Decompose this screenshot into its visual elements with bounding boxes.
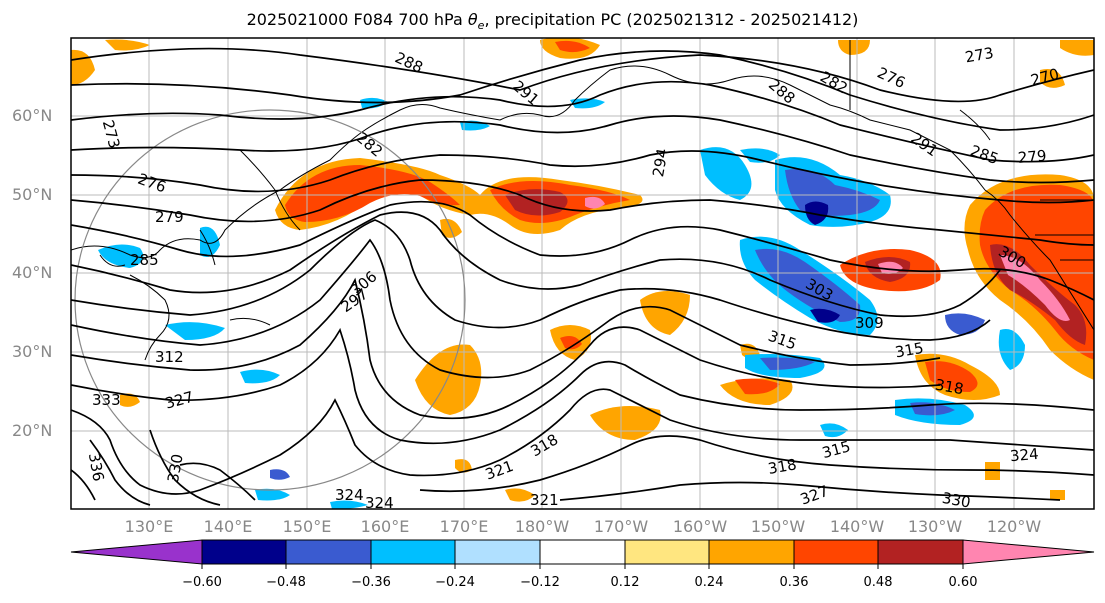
contour-label: 273 (964, 44, 995, 67)
contour-label: 279 (1017, 147, 1047, 167)
colorbar-segment (962, 539, 1095, 565)
lon-label: 160°E (360, 517, 410, 536)
contour-label: 285 (130, 251, 159, 269)
lon-label: 160°W (672, 517, 728, 536)
colorbar-segment (539, 539, 626, 565)
colorbar-segment (201, 539, 287, 565)
colorbar-tick-label: 0.60 (948, 575, 978, 590)
lat-label: 40°N (12, 263, 53, 282)
colorbar-tick-label: 0.12 (610, 575, 640, 590)
lon-label: 140°W (829, 517, 885, 536)
map-area: 288 291 288 282 276 273 270 273 282 294 … (71, 38, 1094, 512)
lat-label: 60°N (12, 106, 53, 125)
contour-label: 318 (934, 376, 965, 399)
colorbar-tick-label: −0.24 (435, 575, 475, 590)
theta-e-contours (71, 47, 1094, 506)
contour-label: 324 (365, 494, 394, 512)
colorbar-tick-label: −0.12 (520, 575, 560, 590)
colorbar-tick-label: −0.48 (266, 575, 306, 590)
contour-label: 330 (941, 489, 972, 512)
contour-label: 315 (894, 339, 925, 362)
lon-label: 180°W (514, 517, 570, 536)
colorbar-tick-label: 0.48 (863, 575, 893, 590)
colorbar-segment (877, 539, 964, 565)
contour-label: 309 (855, 314, 884, 332)
map-frame (70, 37, 1095, 510)
contour-label: 321 (530, 491, 559, 509)
colorbar-tick-label: 0.36 (779, 575, 809, 590)
contour-label: 279 (155, 208, 184, 226)
lon-label: 170°W (593, 517, 649, 536)
colorbar-segment (708, 539, 795, 565)
contour-label: 324 (1009, 445, 1039, 465)
colorbar-segment (624, 539, 710, 565)
colorbar-segment (70, 539, 203, 565)
colorbar-tick-label: 0.24 (694, 575, 724, 590)
lon-label: 140°E (203, 517, 253, 536)
map-title: 2025021000 F084 700 hPa θe, precipitatio… (246, 10, 859, 33)
lon-label: 150°W (750, 517, 806, 536)
contour-label: 312 (155, 348, 184, 366)
contour-label: 318 (767, 455, 798, 478)
colorbar-tick-label: −0.36 (351, 575, 391, 590)
contour-label: 294 (649, 147, 672, 178)
lat-label: 20°N (12, 421, 53, 440)
lon-label: 120°W (986, 517, 1042, 536)
graticule (71, 38, 1094, 509)
colorbar-segment (370, 539, 456, 565)
contour-label: 333 (92, 391, 121, 409)
colorbar-tick-label: −0.60 (182, 575, 222, 590)
lon-label: 130°E (124, 517, 174, 536)
lon-label: 170°E (439, 517, 489, 536)
contour-label: 324 (335, 486, 364, 504)
precip-negative-shading (98, 97, 1025, 509)
lon-label: 130°W (907, 517, 963, 536)
colorbar (70, 539, 1095, 569)
lon-label: 150°E (282, 517, 332, 536)
lat-label: 30°N (12, 342, 53, 361)
colorbar-segment (285, 539, 372, 565)
colorbar-segment (454, 539, 541, 565)
contour-label: 336 (85, 451, 108, 482)
contour-label: 330 (164, 453, 187, 484)
colorbar-segment (793, 539, 879, 565)
lat-label: 50°N (12, 185, 53, 204)
